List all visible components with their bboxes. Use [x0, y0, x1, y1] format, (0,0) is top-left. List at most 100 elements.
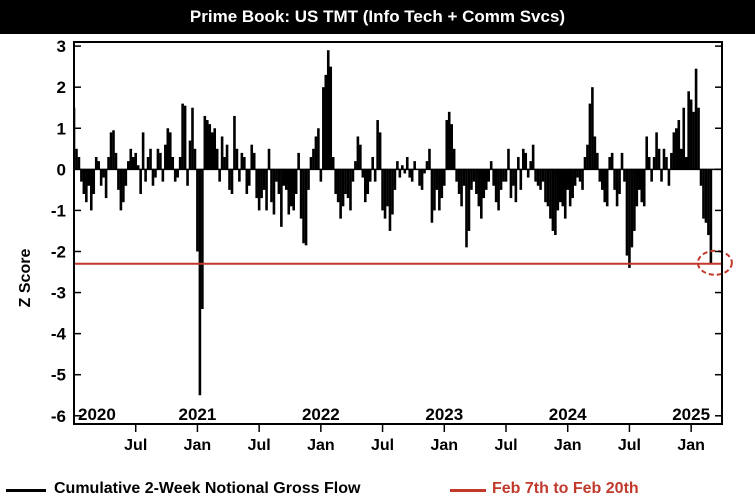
bar [201, 169, 204, 309]
legend: Cumulative 2-Week Notional Gross Flow Fe… [0, 478, 755, 503]
bar [541, 169, 545, 182]
year-label: 2020 [78, 405, 116, 424]
bar [220, 136, 224, 170]
bar [243, 157, 246, 170]
bar [307, 169, 310, 190]
bar [368, 169, 372, 182]
bar [524, 152, 528, 170]
bar [403, 169, 407, 174]
bar [270, 169, 273, 203]
bar [304, 169, 308, 246]
bar [514, 169, 518, 203]
bar [440, 169, 444, 199]
bar [171, 157, 175, 170]
bar [156, 148, 160, 170]
bar [376, 120, 379, 170]
month-label: Jul [618, 437, 641, 454]
bar [127, 161, 130, 170]
bar [428, 148, 431, 170]
bar [198, 169, 202, 396]
month-label: Jul [248, 437, 271, 454]
bar [151, 169, 155, 186]
bar [319, 169, 323, 182]
y-axis: 3 2 1 0 -1 -2 -3 -4 -5 -6 [51, 37, 722, 426]
chart-title: Prime Book: US TMT (Info Tech + Comm Svc… [189, 7, 566, 26]
bar [554, 169, 557, 236]
bar [460, 169, 463, 207]
bar [85, 169, 88, 203]
month-label: Jan [677, 437, 705, 454]
bar [480, 169, 483, 219]
bar [97, 161, 100, 170]
bar [359, 144, 362, 170]
month-label: Jan [184, 437, 212, 454]
bar [447, 111, 451, 170]
bar [628, 169, 631, 268]
bar [573, 169, 577, 186]
bar [257, 169, 261, 211]
bar [188, 140, 192, 170]
bar [576, 169, 579, 178]
bar [670, 152, 673, 170]
bar [351, 169, 355, 182]
bar [144, 169, 147, 182]
bar [233, 115, 236, 170]
bar [682, 107, 686, 170]
bar [660, 169, 663, 182]
bar [598, 169, 602, 182]
bar [331, 157, 335, 170]
legend-label-window: Feb 7th to Feb 20th [492, 480, 639, 497]
bar [230, 169, 234, 194]
month-label: Jul [124, 437, 147, 454]
bar [344, 169, 347, 194]
bar [104, 169, 108, 199]
bar [329, 66, 333, 170]
bar [452, 148, 456, 170]
bar [312, 148, 315, 170]
bar [275, 169, 278, 182]
bar [497, 169, 500, 211]
bar [363, 169, 367, 203]
bar [638, 169, 641, 190]
bar [282, 169, 286, 186]
bar [238, 169, 241, 182]
bar [699, 169, 703, 186]
bar [694, 68, 698, 170]
y-tick-label: 2 [57, 78, 66, 97]
bar [240, 152, 244, 170]
year-label: 2021 [179, 405, 217, 424]
bar [519, 169, 523, 190]
bar [657, 148, 661, 170]
bar [89, 169, 93, 211]
bar [136, 165, 140, 170]
bar [556, 169, 560, 211]
bar [588, 103, 592, 170]
bar [623, 169, 626, 182]
bar [262, 169, 266, 190]
bar [487, 169, 491, 182]
bar [482, 169, 486, 199]
bar [583, 157, 587, 170]
y-tick-label: -5 [51, 366, 66, 385]
bar [655, 132, 658, 170]
bar [181, 103, 184, 170]
bar [415, 169, 419, 170]
bar [600, 169, 604, 190]
bar [613, 169, 616, 190]
bar [586, 144, 589, 170]
bar [114, 152, 118, 170]
legend-label-flow: Cumulative 2-Week Notional Gross Flow [54, 480, 361, 497]
bar [161, 169, 165, 182]
bar [285, 169, 288, 190]
bar [625, 169, 629, 256]
bar [146, 157, 150, 170]
bar [430, 169, 434, 223]
year-label: 2024 [549, 405, 587, 424]
bar [571, 169, 574, 199]
bar [433, 169, 436, 211]
bar [630, 169, 634, 248]
bar [549, 169, 552, 219]
bar [267, 148, 271, 170]
bar [398, 169, 402, 178]
bar [225, 144, 229, 170]
